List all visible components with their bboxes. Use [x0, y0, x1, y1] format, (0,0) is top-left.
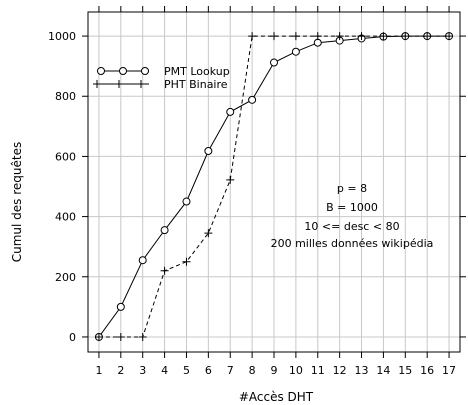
- y-tick-label: 400: [55, 211, 76, 224]
- point-pht-binaire: [248, 32, 257, 41]
- legend-item-pht-binaire: PHT Binaire: [93, 78, 228, 91]
- x-tick-label: 10: [289, 364, 303, 377]
- x-tick-label: 13: [355, 364, 369, 377]
- point-pmt-lookup: [138, 256, 147, 265]
- axis-ticks: [82, 6, 466, 358]
- point-pmt-lookup: [226, 107, 235, 116]
- y-axis-title: Cumul des requêtes: [10, 142, 24, 263]
- y-tick-label: 0: [69, 331, 76, 344]
- legend-label-pmt-lookup: PMT Lookup: [164, 65, 230, 78]
- point-pmt-lookup: [248, 95, 257, 104]
- x-tick-label: 17: [442, 364, 456, 377]
- point-pht-binaire: [226, 175, 235, 184]
- point-pht-binaire: [138, 332, 147, 341]
- x-tick-label: 3: [139, 364, 146, 377]
- x-tick-label: 6: [205, 364, 212, 377]
- point-pht-binaire: [313, 32, 322, 41]
- point-pmt-lookup: [291, 47, 300, 56]
- legend-item-pmt-lookup: PMT Lookup: [97, 65, 230, 78]
- y-tick-label: 800: [55, 90, 76, 103]
- point-pht-binaire: [379, 32, 388, 41]
- y-tick-label: 1000: [48, 30, 76, 43]
- x-tick-label: 12: [333, 364, 347, 377]
- x-tick-label: 11: [311, 364, 325, 377]
- parameters-annotation: p = 8 B = 1000 10 <= desc < 80 200 mille…: [271, 182, 434, 250]
- point-pmt-lookup: [116, 302, 125, 311]
- point-pht-binaire: [291, 32, 300, 41]
- series-layer: [94, 32, 454, 341]
- point-pmt-lookup: [160, 226, 169, 235]
- point-pht-binaire: [357, 32, 366, 41]
- series-line-pht-binaire: [98, 35, 450, 338]
- point-pht-binaire: [204, 229, 213, 238]
- x-tick-label: 2: [117, 364, 124, 377]
- point-pmt-lookup: [270, 58, 278, 67]
- x-tick-label: 14: [376, 364, 390, 377]
- annotation-dataset: 200 milles données wikipédia: [271, 237, 434, 250]
- point-pht-binaire: [270, 32, 278, 41]
- y-tick-label: 200: [55, 271, 76, 284]
- point-pht-binaire: [423, 32, 432, 41]
- x-axis-title: #Accès DHT: [239, 390, 314, 404]
- point-pht-binaire: [445, 32, 454, 41]
- point-pht-binaire: [94, 332, 103, 341]
- point-pmt-lookup: [204, 147, 213, 156]
- point-pht-binaire: [116, 332, 125, 341]
- y-tick-label: 600: [55, 150, 76, 163]
- tick-labels: 1 2 3 4 5 6 7 8 9 10 11 12 13 14 15 16 17020040060080010…: [48, 30, 456, 377]
- point-pht-binaire: [182, 257, 191, 266]
- point-pht-binaire: [160, 266, 169, 275]
- annotation-desc-range: 10 <= desc < 80: [304, 220, 399, 233]
- point-pmt-lookup: [182, 197, 191, 206]
- x-tick-label: 5: [183, 364, 190, 377]
- point-pht-binaire: [335, 32, 344, 41]
- x-tick-label: 1: [95, 364, 102, 377]
- annotation-b: B = 1000: [326, 201, 378, 214]
- x-tick-label: 4: [161, 364, 168, 377]
- x-tick-label: 15: [398, 364, 412, 377]
- point-pht-binaire: [401, 32, 410, 41]
- x-tick-label: 9: [271, 364, 278, 377]
- x-tick-label: 16: [420, 364, 434, 377]
- legend: PMT Lookup PHT Binaire: [93, 65, 230, 91]
- point-pmt-lookup: [313, 38, 322, 47]
- legend-label-pht-binaire: PHT Binaire: [164, 78, 228, 91]
- annotation-p: p = 8: [337, 182, 367, 195]
- x-tick-label: 8: [249, 364, 256, 377]
- x-tick-label: 7: [227, 364, 234, 377]
